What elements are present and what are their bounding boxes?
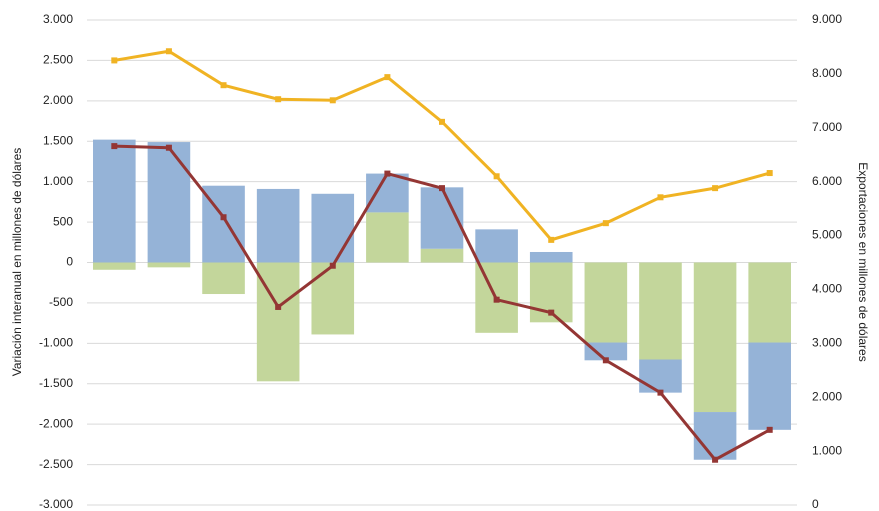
- y2-tick-label: 3.000: [812, 336, 842, 350]
- bar: [420, 248, 464, 263]
- bar: [256, 188, 300, 263]
- bar: [584, 262, 628, 343]
- y-tick-label: 1.000: [43, 174, 73, 188]
- y-tick-label: -500: [49, 295, 73, 309]
- point-marker: [657, 389, 664, 396]
- y-axis-title: Variación interanual en millones de dóla…: [10, 148, 24, 377]
- point-marker: [548, 309, 555, 316]
- point-marker: [712, 456, 719, 463]
- bar: [475, 229, 518, 263]
- y-tick-label: -2.500: [39, 457, 73, 471]
- y2-tick-label: 4.000: [812, 282, 842, 296]
- point-marker: [220, 214, 227, 221]
- y-tick-label: -1.000: [39, 336, 73, 350]
- point-marker: [493, 296, 500, 303]
- point-marker: [439, 118, 445, 125]
- point-marker: [165, 144, 172, 151]
- point-marker: [275, 96, 282, 103]
- bar: [529, 251, 573, 263]
- bar: [147, 262, 191, 268]
- y2-tick-label: 7.000: [812, 120, 842, 134]
- point-marker: [493, 173, 500, 180]
- bar: [311, 262, 355, 335]
- y-tick-label: 1.500: [43, 133, 73, 147]
- y2-tick-label: 8.000: [812, 66, 842, 80]
- bar: [311, 193, 355, 263]
- y-tick-label: 3.000: [43, 12, 73, 26]
- y2-tick-label: 1.000: [812, 443, 842, 457]
- y-tick-label: 2.000: [43, 93, 73, 107]
- point-marker: [712, 185, 719, 192]
- point-marker: [111, 57, 118, 64]
- point-marker: [111, 143, 118, 150]
- point-marker: [766, 426, 773, 433]
- y-tick-label: 0: [66, 255, 73, 269]
- y2-tick-label: 5.000: [812, 228, 842, 242]
- y2-tick-label: 6.000: [812, 174, 842, 188]
- y2-tick-label: 9.000: [812, 12, 842, 26]
- point-marker: [384, 170, 391, 177]
- y-tick-label: -2.000: [39, 416, 73, 430]
- y2-axis-title: Exportaciones en millones de dólares: [856, 162, 870, 361]
- point-marker: [439, 185, 445, 192]
- point-marker: [329, 97, 336, 104]
- point-marker: [548, 236, 555, 243]
- bar: [202, 262, 245, 295]
- y2-tick-label: 0: [812, 497, 819, 511]
- point-marker: [602, 357, 609, 364]
- bar: [366, 212, 409, 263]
- bar: [366, 173, 409, 213]
- y-tick-label: -3.000: [39, 497, 73, 511]
- point-marker: [657, 194, 664, 201]
- point-marker: [384, 74, 391, 81]
- y2-tick-label: 2.000: [812, 389, 842, 403]
- point-marker: [602, 220, 609, 227]
- y-tick-label: 500: [53, 214, 73, 228]
- point-marker: [329, 262, 336, 269]
- y-tick-label: -1.500: [39, 376, 73, 390]
- bar: [584, 342, 628, 361]
- bar: [639, 262, 682, 360]
- point-marker: [220, 82, 227, 89]
- bar: [693, 262, 737, 413]
- point-marker: [275, 303, 282, 310]
- bar: [93, 139, 136, 263]
- bar: [748, 342, 791, 430]
- bar: [147, 142, 191, 263]
- point-marker: [165, 48, 172, 55]
- y-tick-label: 2.500: [43, 53, 73, 67]
- point-marker: [766, 170, 773, 177]
- bar: [748, 262, 791, 343]
- bar: [93, 262, 136, 270]
- bar: [639, 359, 682, 393]
